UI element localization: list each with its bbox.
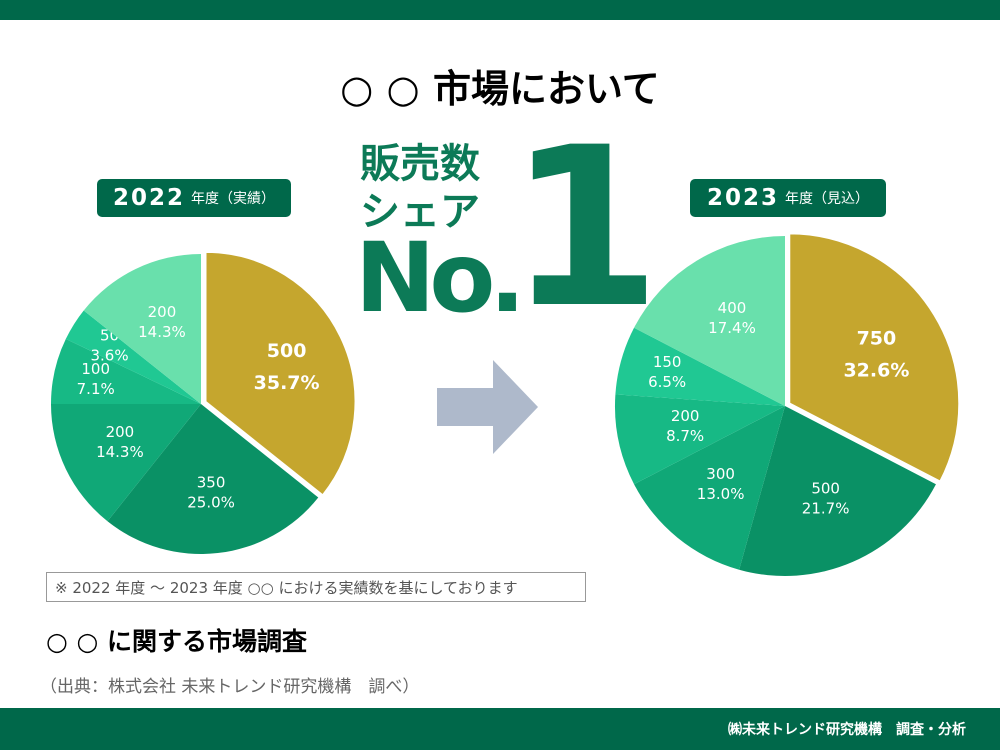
slice-percent-label: 14.3%	[96, 443, 144, 461]
rank-number: 1	[508, 100, 662, 356]
arrow-right-icon	[437, 360, 538, 454]
pie-slice	[739, 406, 936, 576]
slice-percent-label: 32.6%	[843, 359, 909, 381]
pie-slice	[788, 232, 961, 483]
no-label: No.	[355, 222, 526, 334]
year-label: 2023	[706, 185, 779, 211]
slice-value-label: 150	[653, 353, 682, 371]
year-badge-2023: 2023 年度（見込）	[690, 179, 886, 217]
slice-percent-label: 3.6%	[90, 347, 128, 365]
slice-percent-label: 8.7%	[666, 427, 704, 445]
slice-value-label: 500	[267, 340, 307, 362]
pie-slice	[615, 327, 785, 406]
year-label: 2022	[112, 185, 185, 211]
pie-slice	[51, 338, 201, 404]
pie-slice	[83, 254, 201, 404]
footer-credit: ㈱未来トレンド研究機構 調査・分析	[728, 722, 966, 738]
pie-slice	[615, 394, 785, 485]
share-heading: 販売数 シェア	[360, 140, 480, 236]
slice-percent-label: 7.1%	[77, 380, 115, 398]
pie-slice	[204, 250, 357, 497]
bottom-bar	[0, 708, 1000, 750]
slice-value-label: 300	[706, 465, 735, 483]
slice-value-label: 200	[671, 407, 700, 425]
slice-value-label: 200	[148, 303, 177, 321]
slice-percent-label: 6.5%	[648, 373, 686, 391]
share-line2: シェア	[360, 189, 480, 235]
pie-slice	[51, 404, 201, 522]
slice-percent-label: 14.3%	[138, 323, 186, 341]
survey-title: ○ ○ に関する市場調査	[46, 627, 308, 656]
pie-slice	[65, 310, 201, 404]
pie-slice	[107, 404, 319, 555]
slice-percent-label: 13.0%	[697, 485, 745, 503]
slice-percent-label: 21.7%	[802, 500, 850, 518]
slice-value-label: 100	[81, 360, 110, 378]
note-box: ※ 2022 年度 〜 2023 年度 ○○ における実績数を基にしております	[46, 572, 586, 602]
slice-value-label: 350	[197, 473, 226, 491]
year-suffix: 年度（見込）	[785, 191, 869, 207]
year-badge-2022: 2022 年度（実績）	[97, 179, 291, 217]
slice-percent-label: 17.4%	[708, 319, 756, 337]
pie-slice	[634, 236, 785, 406]
top-bar	[0, 0, 1000, 20]
source-text: （出典：株式会社 未来トレンド研究機構 調べ）	[40, 677, 420, 697]
slice-value-label: 500	[811, 480, 840, 498]
year-suffix: 年度（実績）	[191, 191, 275, 207]
slice-value-label: 200	[106, 423, 135, 441]
slice-percent-label: 35.7%	[254, 372, 320, 394]
page-title: ○ ○ 市場において	[340, 67, 660, 111]
slice-percent-label: 25.0%	[187, 493, 235, 511]
slice-value-label: 400	[718, 299, 747, 317]
share-line1: 販売数	[360, 141, 480, 187]
pie-slice	[634, 406, 785, 570]
slice-value-label: 750	[857, 327, 897, 349]
